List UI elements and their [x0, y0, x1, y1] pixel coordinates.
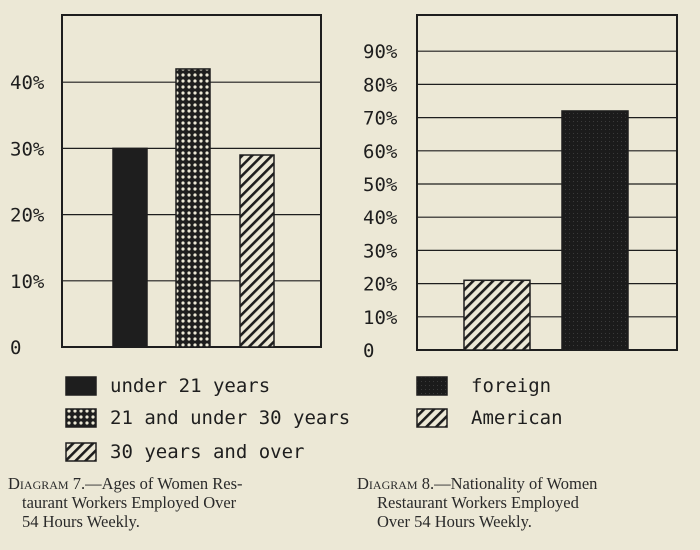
- legend-swatch: [416, 376, 448, 396]
- caption-line: taurant Workers Employed Over: [22, 493, 237, 512]
- plot-frame: [416, 14, 678, 351]
- bar: [175, 68, 211, 348]
- legend-label: 30 years and over: [110, 441, 304, 463]
- caption-diagram-7: Diagram 7.—Ages of Women Res- taurant Wo…: [8, 474, 338, 531]
- y-tick-label: 10%: [363, 307, 398, 329]
- legend-label: foreign: [471, 375, 551, 397]
- caption-lead: Diagram 7.: [8, 474, 86, 493]
- y-tick-label: 80%: [363, 74, 398, 96]
- chart-nationality: 0 10% 20% 30% 40% 50% 60% 70% 80% 90%: [363, 14, 678, 362]
- legend-label: under 21 years: [110, 375, 270, 397]
- legend-swatch: [416, 408, 448, 428]
- chart-ages: 0 10% 20% 30% 40%: [10, 14, 322, 359]
- y-tick-label: 40%: [10, 72, 45, 94]
- caption-lead: Diagram 8.: [357, 474, 435, 493]
- y-tick-label: 70%: [363, 108, 398, 130]
- caption-line: Restaurant Workers Employed: [377, 493, 579, 512]
- legend-nationality: foreign American: [416, 375, 563, 429]
- caption-line: Over 54 Hours Weekly.: [377, 512, 532, 531]
- y-tick-label: 20%: [10, 205, 45, 227]
- bar: [463, 279, 531, 351]
- bar: [239, 154, 275, 348]
- legend-swatch: [65, 376, 97, 396]
- legend-swatch: [65, 408, 97, 428]
- y-tick-label: 10%: [10, 271, 45, 293]
- caption-line: —Ages of Women Res-: [85, 474, 243, 493]
- y-tick-label: 0: [363, 340, 374, 362]
- y-tick-label: 90%: [363, 41, 398, 63]
- caption-diagram-8: Diagram 8.—Nationality of Women Restaura…: [357, 474, 687, 531]
- y-tick-label: 20%: [363, 274, 398, 296]
- y-tick-label: 30%: [363, 240, 398, 262]
- legend-swatch: [65, 442, 97, 462]
- legend-label: American: [471, 407, 563, 429]
- caption-line: 54 Hours Weekly.: [22, 512, 140, 531]
- caption-line: —Nationality of Women: [434, 474, 598, 493]
- bar: [561, 110, 629, 351]
- y-tick-label: 30%: [10, 138, 45, 160]
- bar: [112, 147, 148, 348]
- y-tick-label: 0: [10, 337, 21, 359]
- legend-ages: under 21 years 21 and under 30 years 30 ye…: [65, 375, 350, 463]
- y-tick-label: 40%: [363, 207, 398, 229]
- y-tick-label: 50%: [363, 174, 398, 196]
- legend-label: 21 and under 30 years: [110, 407, 350, 429]
- y-tick-label: 60%: [363, 141, 398, 163]
